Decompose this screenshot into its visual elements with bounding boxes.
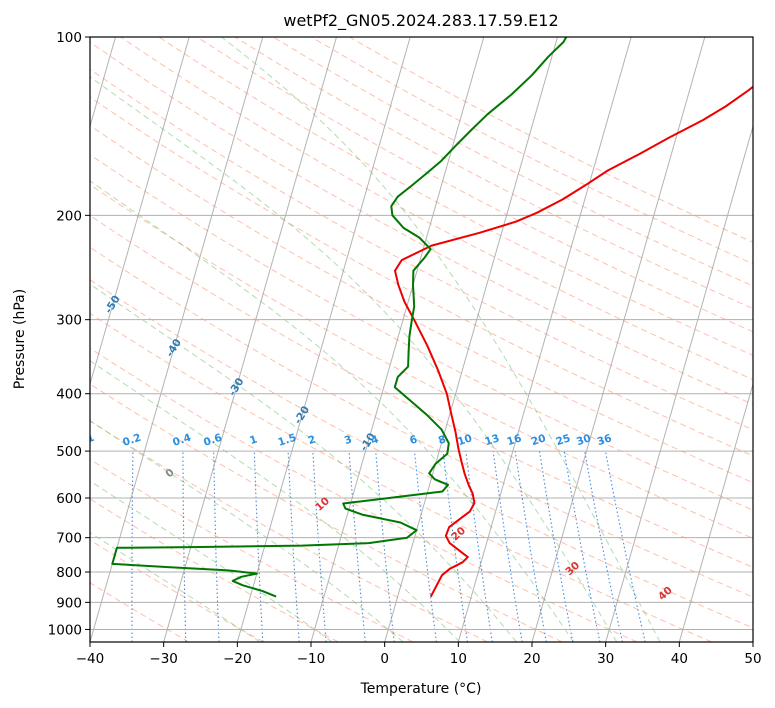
y-tick-label: 900: [56, 595, 82, 611]
mixing-ratio-label: 2: [307, 433, 318, 447]
moist-adiabat: [90, 283, 517, 642]
mixing-ratio-line: [584, 451, 623, 642]
temperature-profile: [394, 85, 753, 598]
y-tick-label: 300: [56, 313, 82, 329]
dry-adiabat: [234, 37, 753, 310]
x-tick-label: −40: [76, 651, 105, 667]
dry-adiabat: [90, 246, 753, 598]
dry-adiabat: [90, 184, 753, 539]
isotherm: [310, 37, 485, 642]
dry-adiabat: [90, 458, 414, 642]
y-axis-label: Pressure (hPa): [12, 289, 28, 389]
mixing-ratio-label: 4: [369, 433, 380, 447]
dry-adiabat: [196, 37, 753, 333]
mixing-ratio-label: 13: [483, 432, 501, 448]
isotherm: [90, 37, 190, 386]
moist-adiabat: [90, 360, 461, 642]
mixing-ratio-line: [312, 451, 327, 642]
x-tick-label: 10: [450, 651, 467, 667]
isotherm: [236, 37, 411, 642]
moist-adiabat: [221, 37, 661, 642]
isotherm: [457, 37, 632, 642]
mixing-ratio-label: 3: [343, 433, 354, 447]
mixing-ratio-label: 8: [437, 433, 448, 447]
x-tick-label: 50: [744, 651, 761, 667]
y-tick-label: 1000: [48, 622, 82, 638]
dry-adiabat: [90, 312, 712, 642]
dry-adiabat: [90, 41, 753, 405]
dry-adiabat: [90, 279, 753, 629]
mixing-ratio-label: 0.4: [171, 432, 192, 449]
dewpoint-profile: [111, 37, 568, 598]
dry-adiabat: [90, 154, 753, 511]
mixing-ratio-label: 30: [575, 432, 593, 448]
y-tick-label: 600: [56, 491, 82, 507]
y-tick-label: 200: [56, 208, 82, 224]
mixing-ratio-label: 1.5: [276, 432, 297, 449]
mixing-ratio-label: 0.6: [202, 432, 223, 449]
isotherm: [678, 382, 753, 642]
x-axis-label: Temperature (°C): [360, 681, 482, 697]
mixing-ratio-label: 6: [408, 433, 419, 447]
isotherm: [90, 37, 264, 642]
isotherm: [163, 37, 337, 642]
isotherm: [531, 37, 706, 642]
dry-adiabat: [90, 214, 753, 568]
x-tick-label: 40: [671, 651, 688, 667]
x-tick-label: −10: [297, 651, 326, 667]
moist-adiabat: [90, 419, 404, 642]
mixing-ratio-line: [604, 450, 646, 642]
isotherm: [384, 37, 558, 642]
dry-adiabat: [90, 539, 264, 642]
dry-adiabat: [90, 68, 753, 431]
mixing-ratio-label: 1: [248, 433, 259, 447]
dry-adiabat: [90, 582, 190, 642]
y-tick-label: 400: [56, 387, 82, 403]
y-tick-label: 100: [56, 30, 82, 46]
mixing-ratio-label: 25: [554, 432, 572, 448]
chart-title: wetPf2_GN05.2024.283.17.59.E12: [283, 11, 558, 31]
mixing-ratio-line: [465, 451, 493, 642]
moist-adiabat: [90, 180, 575, 642]
y-tick-label: 700: [56, 531, 82, 547]
isotherm: [605, 124, 753, 642]
dry-adiabat: [90, 124, 753, 484]
mixing-ratio-line: [413, 451, 437, 642]
mixing-ratio-label: 16: [506, 432, 524, 448]
x-tick-label: 0: [380, 651, 389, 667]
mixing-ratio-label: 10: [456, 432, 474, 448]
mixing-ratio-line: [375, 451, 395, 642]
mixing-ratio-label: 20: [530, 432, 548, 448]
mixing-ratio-label: 36: [596, 432, 614, 448]
x-tick-label: 20: [523, 651, 540, 667]
x-tick-label: 30: [597, 651, 614, 667]
mixing-ratio-line: [348, 451, 366, 642]
x-tick-label: −20: [223, 651, 252, 667]
mixing-ratio-line: [563, 451, 601, 642]
y-tick-label: 800: [56, 565, 82, 581]
mixing-ratio-label: 0.1: [74, 432, 95, 449]
dry-adiabat: [90, 420, 488, 642]
mixing-ratio-label: 0.2: [121, 432, 142, 449]
y-tick-label: 500: [56, 444, 82, 460]
dry-adiabat: [90, 347, 638, 642]
moist-adiabat: [90, 480, 333, 642]
plot-frame: [89, 36, 754, 643]
mixing-ratio-line: [442, 451, 469, 642]
x-tick-label: −30: [149, 651, 178, 667]
